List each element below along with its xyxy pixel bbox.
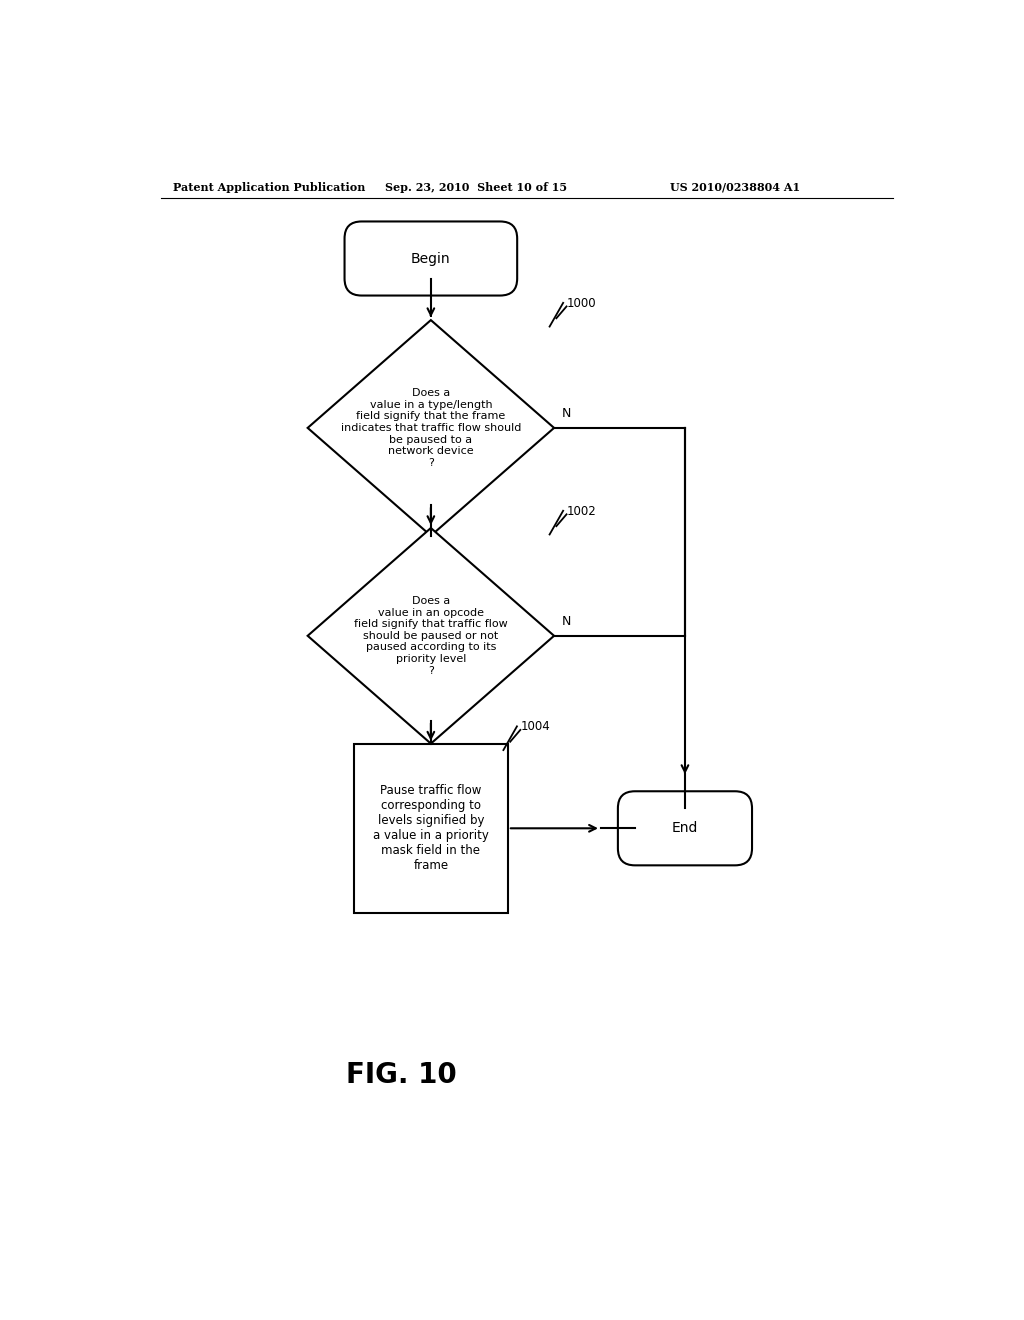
Text: N: N: [562, 615, 571, 628]
Text: Pause traffic flow
corresponding to
levels signified by
a value in a priority
ma: Pause traffic flow corresponding to leve…: [373, 784, 488, 873]
FancyBboxPatch shape: [344, 222, 517, 296]
Text: US 2010/0238804 A1: US 2010/0238804 A1: [670, 182, 800, 193]
Text: 1000: 1000: [566, 297, 596, 310]
Text: Does a
value in an opcode
field signify that traffic flow
should be paused or no: Does a value in an opcode field signify …: [354, 597, 508, 676]
Text: Does a
value in a type/length
field signify that the frame
indicates that traffi: Does a value in a type/length field sign…: [341, 388, 521, 467]
Text: N: N: [562, 407, 571, 420]
Text: Y: Y: [414, 752, 421, 766]
Text: FIG. 10: FIG. 10: [346, 1061, 457, 1089]
Text: 1002: 1002: [566, 504, 596, 517]
Text: End: End: [672, 821, 698, 836]
Text: Sep. 23, 2010  Sheet 10 of 15: Sep. 23, 2010 Sheet 10 of 15: [385, 182, 567, 193]
Bar: [354, 743, 508, 913]
Text: Y: Y: [414, 545, 421, 558]
Text: Patent Application Publication: Patent Application Publication: [173, 182, 366, 193]
Polygon shape: [307, 321, 554, 536]
Polygon shape: [307, 528, 554, 743]
Text: Begin: Begin: [411, 252, 451, 265]
FancyBboxPatch shape: [617, 791, 752, 866]
Text: 1004: 1004: [520, 721, 550, 733]
